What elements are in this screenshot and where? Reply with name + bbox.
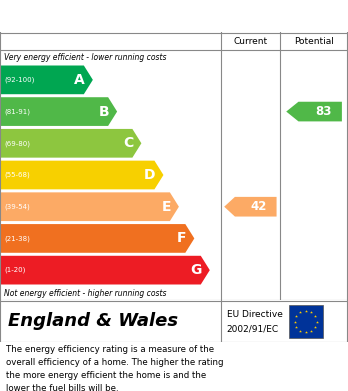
Text: The energy efficiency rating is a measure of the
overall efficiency of a home. T: The energy efficiency rating is a measur… xyxy=(6,345,223,391)
Polygon shape xyxy=(0,129,141,158)
Polygon shape xyxy=(0,97,117,126)
Text: Not energy efficient - higher running costs: Not energy efficient - higher running co… xyxy=(4,289,166,298)
Text: Current: Current xyxy=(233,36,268,45)
Text: F: F xyxy=(177,231,186,246)
Text: 42: 42 xyxy=(251,200,267,213)
Text: C: C xyxy=(123,136,133,150)
Text: (92-100): (92-100) xyxy=(4,77,34,83)
Text: D: D xyxy=(144,168,156,182)
Polygon shape xyxy=(0,192,179,221)
Text: (69-80): (69-80) xyxy=(4,140,30,147)
Text: 2002/91/EC: 2002/91/EC xyxy=(227,324,279,333)
Polygon shape xyxy=(0,256,210,285)
Bar xyxy=(288,305,323,338)
Polygon shape xyxy=(224,197,277,217)
Text: (81-91): (81-91) xyxy=(4,108,30,115)
Text: (21-38): (21-38) xyxy=(4,235,30,242)
Text: (1-20): (1-20) xyxy=(4,267,25,273)
Polygon shape xyxy=(0,161,164,189)
Text: Potential: Potential xyxy=(294,36,334,45)
Text: E: E xyxy=(161,200,171,214)
Polygon shape xyxy=(0,66,93,94)
Text: England & Wales: England & Wales xyxy=(8,312,178,330)
Text: EU Directive: EU Directive xyxy=(227,310,283,319)
Text: A: A xyxy=(74,73,85,87)
Text: B: B xyxy=(98,104,109,118)
Text: Energy Efficiency Rating: Energy Efficiency Rating xyxy=(9,9,230,23)
Polygon shape xyxy=(0,224,194,253)
Text: (39-54): (39-54) xyxy=(4,203,30,210)
Text: G: G xyxy=(190,263,202,277)
Text: 83: 83 xyxy=(315,105,332,118)
Text: Very energy efficient - lower running costs: Very energy efficient - lower running co… xyxy=(4,52,166,61)
Text: (55-68): (55-68) xyxy=(4,172,30,178)
Polygon shape xyxy=(286,102,342,121)
